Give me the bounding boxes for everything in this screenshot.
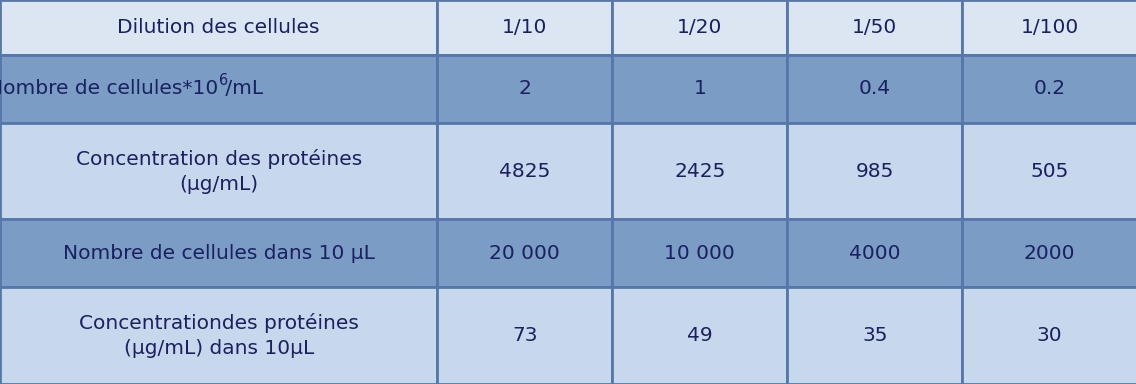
Text: 49: 49 bbox=[687, 326, 712, 345]
Text: 0.2: 0.2 bbox=[1034, 79, 1066, 98]
Bar bbox=[787, 0, 962, 55]
Bar bbox=[437, 219, 612, 288]
Text: 73: 73 bbox=[512, 326, 537, 345]
Bar bbox=[962, 288, 1136, 384]
Text: 1: 1 bbox=[693, 79, 707, 98]
Bar bbox=[0, 288, 437, 384]
Text: 2425: 2425 bbox=[674, 162, 726, 180]
Text: 4000: 4000 bbox=[849, 244, 901, 263]
Text: Dilution des cellules: Dilution des cellules bbox=[117, 18, 320, 37]
Bar bbox=[612, 55, 787, 123]
Bar bbox=[612, 0, 787, 55]
Text: 30: 30 bbox=[1037, 326, 1062, 345]
Bar bbox=[0, 123, 437, 219]
Bar bbox=[787, 55, 962, 123]
Bar bbox=[0, 219, 437, 288]
Bar bbox=[0, 55, 437, 123]
Text: 1/100: 1/100 bbox=[1020, 18, 1079, 37]
Text: 2000: 2000 bbox=[1024, 244, 1076, 263]
Text: 20 000: 20 000 bbox=[490, 244, 560, 263]
Text: Concentration des protéines
(µg/mL): Concentration des protéines (µg/mL) bbox=[76, 149, 361, 194]
Text: 6: 6 bbox=[218, 73, 228, 88]
Bar bbox=[0, 0, 437, 55]
Bar bbox=[612, 288, 787, 384]
Text: 985: 985 bbox=[855, 162, 894, 180]
Bar bbox=[437, 123, 612, 219]
Text: 1/50: 1/50 bbox=[852, 18, 897, 37]
Bar bbox=[962, 55, 1136, 123]
Text: Nombre de cellules*10: Nombre de cellules*10 bbox=[0, 79, 218, 98]
Text: 4825: 4825 bbox=[499, 162, 551, 180]
Text: 1/10: 1/10 bbox=[502, 18, 548, 37]
Text: 10 000: 10 000 bbox=[665, 244, 735, 263]
Bar bbox=[962, 0, 1136, 55]
Bar bbox=[612, 123, 787, 219]
Text: 0.4: 0.4 bbox=[859, 79, 891, 98]
Text: /mL: /mL bbox=[218, 79, 262, 98]
Bar bbox=[787, 288, 962, 384]
Text: Nombre de cellules dans 10 µL: Nombre de cellules dans 10 µL bbox=[62, 244, 375, 263]
Text: Concentrationdes protéines
(µg/mL) dans 10µL: Concentrationdes protéines (µg/mL) dans … bbox=[78, 313, 359, 358]
Bar bbox=[437, 288, 612, 384]
Text: 35: 35 bbox=[862, 326, 887, 345]
Bar bbox=[787, 123, 962, 219]
Bar bbox=[787, 219, 962, 288]
Bar bbox=[962, 123, 1136, 219]
Bar bbox=[437, 55, 612, 123]
Bar bbox=[612, 219, 787, 288]
Text: 2: 2 bbox=[518, 79, 532, 98]
Bar bbox=[437, 0, 612, 55]
Bar bbox=[962, 219, 1136, 288]
Text: 505: 505 bbox=[1030, 162, 1069, 180]
Text: 1/20: 1/20 bbox=[677, 18, 722, 37]
